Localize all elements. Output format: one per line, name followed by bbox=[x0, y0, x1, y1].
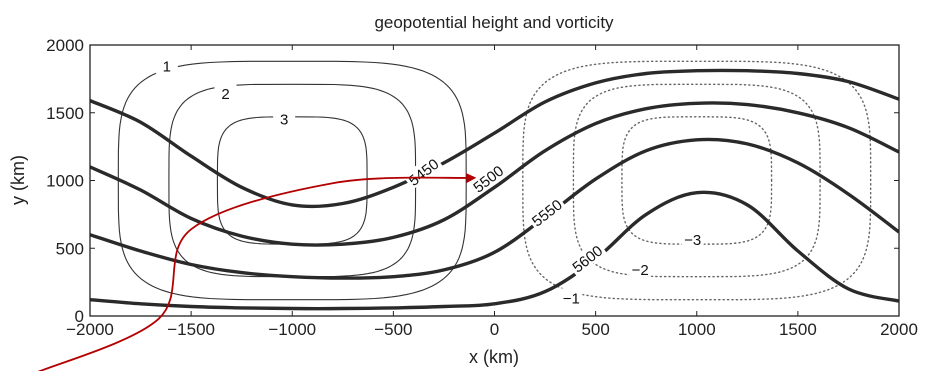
height-contour-label-group: 5450 bbox=[402, 152, 443, 190]
x-tick-label: −1500 bbox=[167, 320, 215, 339]
y-tick-label: 2000 bbox=[46, 36, 84, 55]
vorticity-contour bbox=[572, 83, 821, 278]
contour-layer bbox=[90, 60, 899, 311]
contour-label-bg bbox=[402, 152, 443, 190]
contour-label-bg bbox=[566, 239, 607, 277]
y-axis-label: y (km) bbox=[8, 155, 28, 205]
vorticity-contour-label: −2 bbox=[632, 262, 649, 279]
y-tick-label: 1500 bbox=[46, 104, 84, 123]
x-tick-label: 500 bbox=[581, 320, 609, 339]
contour-label-bg bbox=[214, 83, 237, 101]
y-tick-label: 500 bbox=[56, 239, 84, 258]
vorticity-contour bbox=[168, 83, 417, 278]
x-tick-label: 2000 bbox=[880, 320, 918, 339]
contour-label-bg bbox=[467, 159, 508, 197]
annotation-arrow bbox=[37, 173, 477, 371]
x-axis-label: x (km) bbox=[469, 347, 519, 367]
y-tick-label: 1000 bbox=[46, 172, 84, 191]
x-axis-ticks: −2000 −1500 −1000 −500 0 500 1000 1500 2000 bbox=[66, 45, 918, 339]
x-tick-label: 1500 bbox=[779, 320, 817, 339]
vorticity-contour bbox=[216, 116, 368, 245]
height-contour bbox=[90, 101, 899, 247]
contour-label-bg bbox=[273, 109, 296, 127]
contour-label-bg bbox=[629, 259, 652, 277]
y-axis-ticks: 0 500 1000 1500 2000 bbox=[46, 36, 899, 326]
contour-label-bg bbox=[560, 288, 583, 306]
vorticity-contour bbox=[522, 60, 872, 301]
vorticity-contour-label: −1 bbox=[563, 290, 580, 307]
x-tick-label: 0 bbox=[490, 320, 499, 339]
chart-title: geopotential height and vorticity bbox=[374, 13, 614, 32]
height-contour bbox=[90, 137, 899, 280]
vorticity-contour-label: 3 bbox=[280, 112, 288, 129]
y-tick-label: 0 bbox=[75, 307, 84, 326]
contour-label-bg bbox=[155, 56, 178, 74]
vorticity-contour-label: 2 bbox=[221, 86, 229, 103]
x-tick-label: −1000 bbox=[268, 320, 316, 339]
height-contour bbox=[90, 68, 899, 209]
vorticity-contour bbox=[621, 116, 773, 245]
contour-label-bg bbox=[525, 193, 567, 231]
vorticity-contour-label: −3 bbox=[684, 232, 701, 249]
x-tick-label: −2000 bbox=[66, 320, 114, 339]
contour-label-bg bbox=[681, 230, 704, 248]
x-tick-label: −500 bbox=[374, 320, 412, 339]
plot-frame bbox=[89, 44, 900, 317]
annotation-arrow-layer bbox=[37, 173, 477, 371]
vorticity-contour-label: 1 bbox=[163, 59, 171, 76]
height-contour-label-group: 5600 bbox=[566, 239, 607, 277]
x-tick-label: 1000 bbox=[678, 320, 716, 339]
height-contour bbox=[90, 190, 899, 311]
